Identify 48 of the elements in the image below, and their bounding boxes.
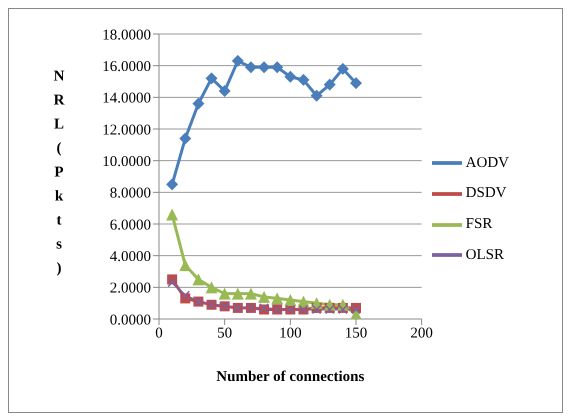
point	[284, 294, 296, 306]
point	[258, 290, 270, 303]
point	[324, 78, 336, 91]
point	[166, 208, 178, 220]
point	[206, 281, 218, 294]
point	[284, 70, 296, 83]
point	[166, 178, 178, 190]
point	[258, 61, 270, 74]
y-tick-label: 10.0000	[102, 154, 151, 170]
x-axis-title: Number of connections	[216, 369, 365, 385]
y-tick-label: 16.0000	[102, 58, 151, 75]
point	[192, 98, 204, 110]
point	[350, 77, 362, 90]
y-tick-label: 8.0000	[110, 186, 151, 202]
legend-label: OLSR	[466, 246, 504, 263]
point	[271, 292, 284, 304]
x-tick-label: 50	[217, 326, 232, 342]
y-tick-label: 14.0000	[102, 90, 151, 107]
legend-label: DSDV	[466, 185, 506, 202]
y-tick-label: 6.0000	[110, 217, 151, 234]
legend-label: FSR	[466, 216, 492, 232]
point	[179, 132, 192, 144]
x-tick-label: 100	[279, 326, 302, 342]
point	[167, 278, 177, 288]
point	[244, 288, 257, 300]
point	[297, 74, 310, 86]
y-tick-label: 12.0000	[102, 122, 151, 138]
point	[180, 290, 190, 300]
y-tick-label: 4.0000	[110, 248, 151, 265]
point	[179, 259, 192, 272]
x-tick-label: 0	[155, 326, 163, 342]
point	[336, 62, 349, 75]
point	[206, 72, 218, 84]
y-tick-label: 2.0000	[110, 280, 151, 297]
y-tick-label: 18.0000	[102, 27, 151, 44]
point	[271, 61, 284, 74]
x-tick-label: 150	[344, 326, 368, 342]
text: NRL(Pkts)	[54, 68, 64, 276]
y-tick-label: 0.0000	[110, 312, 151, 328]
point	[218, 288, 231, 300]
point	[310, 90, 323, 102]
legend-label: AODV	[466, 154, 509, 171]
point	[232, 54, 244, 67]
point	[244, 61, 257, 74]
point	[218, 85, 231, 97]
point	[232, 288, 244, 300]
x-tick-label: 200	[410, 326, 433, 342]
point	[192, 273, 204, 286]
